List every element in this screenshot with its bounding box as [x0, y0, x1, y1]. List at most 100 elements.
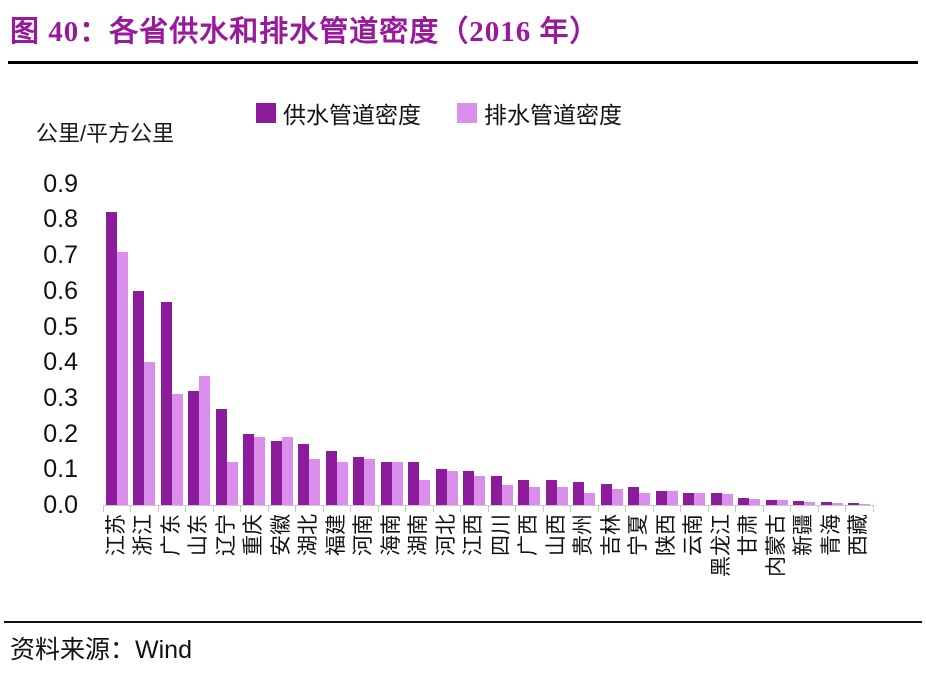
bar-group-江苏 [103, 175, 131, 505]
y-tick-label: 0.2 [43, 419, 78, 448]
legend-swatch [256, 103, 276, 123]
bar-group-重庆 [241, 175, 269, 505]
x-axis-tick [707, 505, 709, 512]
x-axis-tick [350, 505, 351, 512]
plot-area [103, 175, 873, 505]
y-tick-label: 0.0 [43, 491, 78, 519]
x-axis-tick [267, 505, 269, 512]
bar-group-江西 [461, 175, 489, 505]
y-tick-label: 0.5 [43, 312, 78, 341]
source-label: 资料来源： [10, 637, 136, 664]
chart-legend: 供水管道密度 排水管道密度 [256, 96, 622, 130]
source-value: Wind [135, 636, 192, 664]
bar [116, 251, 128, 505]
y-tick-label: 0.8 [43, 205, 78, 234]
bar [710, 492, 722, 505]
source-line: 资料来源： Wind [10, 630, 192, 666]
bar [474, 476, 486, 505]
bar [501, 485, 513, 505]
bar-group-黑龙江 [708, 175, 736, 505]
y-tick-label: 0.3 [43, 383, 78, 412]
bar-group-辽宁 [213, 175, 241, 505]
legend-item-排水管道密度: 排水管道密度 [457, 96, 622, 130]
x-category-label-云南: 云南 [682, 514, 706, 556]
x-category-label-安徽: 安徽 [269, 514, 293, 556]
bar-group-河北 [433, 175, 461, 505]
bar [215, 408, 227, 505]
y-tick-label: 0.6 [43, 276, 78, 305]
bar [171, 394, 183, 505]
x-category-label-陕西: 陕西 [654, 514, 678, 556]
x-axis-tick [157, 505, 159, 512]
x-axis-tick [212, 505, 214, 512]
x-axis-tick [597, 505, 599, 512]
x-axis-category-labels: 江苏 浙江 广东 山东 辽宁 重庆 安徽 湖北 福建 河南 海南 湖南 河北 江西 四川 广西 山西 贵州 吉林 宁夏… [103, 514, 873, 620]
bar-group-福建 [323, 175, 351, 505]
x-category-label-新疆: 新疆 [792, 514, 816, 556]
bar [188, 390, 200, 505]
bar [666, 490, 678, 505]
x-axis-tick [680, 505, 681, 512]
bar [639, 492, 651, 505]
x-category-label-河北: 河北 [434, 514, 458, 556]
bar-group-云南 [681, 175, 709, 505]
title-divider-rule [8, 61, 918, 64]
bar [694, 492, 706, 505]
bar [226, 462, 238, 505]
bar [298, 444, 310, 505]
x-category-label-江苏: 江苏 [104, 514, 128, 556]
bar [254, 437, 266, 505]
x-axis-tick [460, 505, 461, 512]
bar [655, 490, 667, 505]
x-axis-tick [762, 505, 764, 512]
x-axis-tick [570, 505, 571, 512]
x-axis-tick [625, 505, 626, 512]
bar [144, 362, 156, 505]
x-category-label-吉林: 吉林 [599, 514, 623, 556]
bar [446, 471, 458, 505]
bar-group-贵州 [571, 175, 599, 505]
bar [584, 492, 596, 505]
x-category-label-河南: 河南 [352, 514, 376, 556]
x-axis-tick [735, 505, 736, 512]
legend-swatch [457, 103, 477, 123]
figure-title: 图 40：各省供水和排水管道密度（2016 年） [10, 16, 600, 48]
bar [545, 480, 557, 505]
bar [353, 456, 365, 505]
bar [600, 483, 612, 505]
bar [831, 503, 843, 505]
bar [765, 499, 777, 505]
legend-label: 供水管道密度 [283, 102, 421, 128]
x-category-label-海南: 海南 [379, 514, 403, 556]
x-category-label-青海: 青海 [819, 514, 843, 556]
bar [518, 480, 530, 505]
x-axis-tick [240, 505, 241, 512]
bar-group-山东 [186, 175, 214, 505]
bar [364, 458, 376, 505]
x-category-label-西藏: 西藏 [847, 514, 871, 556]
bar [683, 492, 695, 505]
x-category-label-宁夏: 宁夏 [627, 514, 651, 556]
bar [281, 437, 293, 505]
bar [556, 487, 568, 505]
bar [611, 488, 623, 505]
bar-group-西藏 [846, 175, 874, 505]
bar-group-吉林 [598, 175, 626, 505]
x-axis-tick [845, 505, 846, 512]
x-axis-tick [872, 505, 874, 512]
y-tick-label: 0.7 [43, 241, 78, 270]
bar [391, 462, 403, 505]
x-category-label-黑龙江: 黑龙江 [709, 514, 733, 577]
bar-group-宁夏 [626, 175, 654, 505]
x-axis-tick [295, 505, 296, 512]
bar-group-山西 [543, 175, 571, 505]
bar [408, 462, 420, 505]
bar-group-新疆 [791, 175, 819, 505]
bar-group-海南 [378, 175, 406, 505]
bar-group-湖南 [406, 175, 434, 505]
x-axis-tick [432, 505, 434, 512]
bar [435, 469, 447, 505]
x-category-label-甘肃: 甘肃 [737, 514, 761, 556]
x-category-label-广东: 广东 [159, 514, 183, 556]
